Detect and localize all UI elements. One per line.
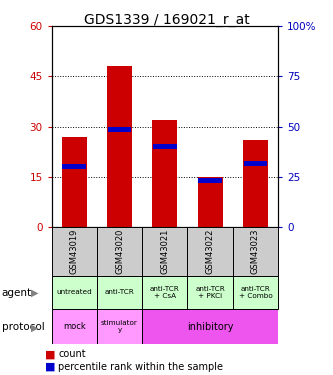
Text: ▶: ▶ <box>31 322 39 332</box>
Bar <box>52 276 97 309</box>
Bar <box>97 227 142 276</box>
Text: anti-TCR
+ PKCi: anti-TCR + PKCi <box>195 286 225 299</box>
Bar <box>233 227 278 276</box>
Text: anti-TCR
+ Combo: anti-TCR + Combo <box>238 286 272 299</box>
Bar <box>97 309 142 344</box>
Text: percentile rank within the sample: percentile rank within the sample <box>58 362 223 372</box>
Text: count: count <box>58 350 86 359</box>
Bar <box>142 276 187 309</box>
Bar <box>142 227 187 276</box>
Text: GSM43020: GSM43020 <box>115 228 124 274</box>
Text: untreated: untreated <box>56 290 92 296</box>
Bar <box>243 161 267 166</box>
Text: anti-TCR
+ CsA: anti-TCR + CsA <box>150 286 180 299</box>
Bar <box>97 276 142 309</box>
Text: GSM43021: GSM43021 <box>160 228 169 274</box>
Bar <box>233 276 278 309</box>
Bar <box>62 164 86 169</box>
Bar <box>153 144 177 149</box>
Bar <box>52 227 97 276</box>
Bar <box>187 227 233 276</box>
Text: mock: mock <box>63 322 86 331</box>
Text: stimulator
y: stimulator y <box>101 320 138 333</box>
Bar <box>107 66 132 227</box>
Text: GSM43022: GSM43022 <box>205 228 215 274</box>
Text: ▶: ▶ <box>31 288 39 298</box>
Bar <box>52 309 97 344</box>
Bar <box>243 140 268 227</box>
Bar <box>198 177 222 183</box>
Text: protocol: protocol <box>2 322 44 332</box>
Bar <box>62 136 87 227</box>
Text: anti-TCR: anti-TCR <box>105 290 135 296</box>
Text: GDS1339 / 169021_r_at: GDS1339 / 169021_r_at <box>84 13 249 27</box>
Text: inhibitory: inhibitory <box>187 322 233 332</box>
Text: GSM43019: GSM43019 <box>70 228 79 274</box>
Text: GSM43023: GSM43023 <box>251 228 260 274</box>
Bar <box>198 177 222 227</box>
Bar <box>108 128 132 132</box>
Bar <box>187 276 233 309</box>
Text: ■: ■ <box>45 350 56 359</box>
Text: agent: agent <box>2 288 32 298</box>
Bar <box>142 309 278 344</box>
Bar <box>153 120 177 227</box>
Text: ■: ■ <box>45 362 56 372</box>
